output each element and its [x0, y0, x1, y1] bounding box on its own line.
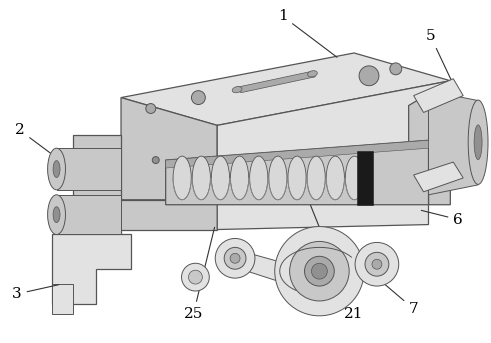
Circle shape	[224, 247, 246, 269]
Circle shape	[304, 256, 334, 286]
Polygon shape	[409, 81, 450, 205]
Polygon shape	[165, 140, 429, 205]
Ellipse shape	[48, 148, 65, 190]
Polygon shape	[165, 140, 429, 168]
Ellipse shape	[326, 156, 344, 200]
Ellipse shape	[468, 100, 488, 185]
Ellipse shape	[474, 125, 482, 159]
Polygon shape	[429, 91, 478, 195]
Circle shape	[182, 263, 209, 291]
Circle shape	[290, 241, 349, 301]
Ellipse shape	[249, 156, 268, 200]
Circle shape	[215, 238, 255, 278]
Ellipse shape	[48, 195, 65, 235]
Circle shape	[230, 253, 240, 263]
Ellipse shape	[230, 156, 248, 200]
Circle shape	[365, 252, 389, 276]
Circle shape	[381, 147, 393, 159]
Circle shape	[146, 104, 156, 114]
Circle shape	[359, 66, 379, 86]
Polygon shape	[413, 79, 463, 113]
Text: 7: 7	[369, 271, 418, 316]
Text: 6: 6	[421, 210, 463, 227]
Ellipse shape	[307, 156, 325, 200]
Text: 1: 1	[278, 9, 337, 57]
Text: 2: 2	[15, 123, 64, 163]
Circle shape	[372, 259, 382, 269]
Polygon shape	[357, 151, 373, 205]
Polygon shape	[121, 53, 450, 126]
Circle shape	[311, 263, 327, 279]
Circle shape	[189, 270, 202, 284]
Ellipse shape	[192, 156, 211, 200]
Polygon shape	[56, 148, 121, 190]
Polygon shape	[121, 98, 217, 200]
Polygon shape	[56, 195, 121, 235]
Polygon shape	[217, 81, 450, 200]
Polygon shape	[413, 162, 463, 192]
Polygon shape	[217, 195, 429, 229]
Ellipse shape	[307, 71, 317, 77]
Circle shape	[152, 157, 159, 164]
Ellipse shape	[53, 207, 60, 223]
Ellipse shape	[173, 156, 191, 200]
Text: 21: 21	[300, 180, 364, 321]
Circle shape	[355, 243, 399, 286]
Polygon shape	[52, 235, 131, 304]
Ellipse shape	[269, 156, 287, 200]
Ellipse shape	[53, 161, 60, 177]
Ellipse shape	[345, 156, 363, 200]
Text: 25: 25	[184, 227, 215, 321]
Circle shape	[191, 91, 205, 105]
Polygon shape	[52, 284, 74, 314]
Text: 3: 3	[12, 285, 59, 301]
Ellipse shape	[288, 156, 306, 200]
Polygon shape	[74, 135, 121, 249]
Text: 5: 5	[426, 29, 462, 103]
Circle shape	[275, 226, 364, 316]
Polygon shape	[235, 72, 315, 93]
Circle shape	[390, 63, 402, 75]
Ellipse shape	[232, 86, 242, 93]
Ellipse shape	[211, 156, 230, 200]
Polygon shape	[96, 200, 217, 229]
Polygon shape	[235, 249, 278, 281]
